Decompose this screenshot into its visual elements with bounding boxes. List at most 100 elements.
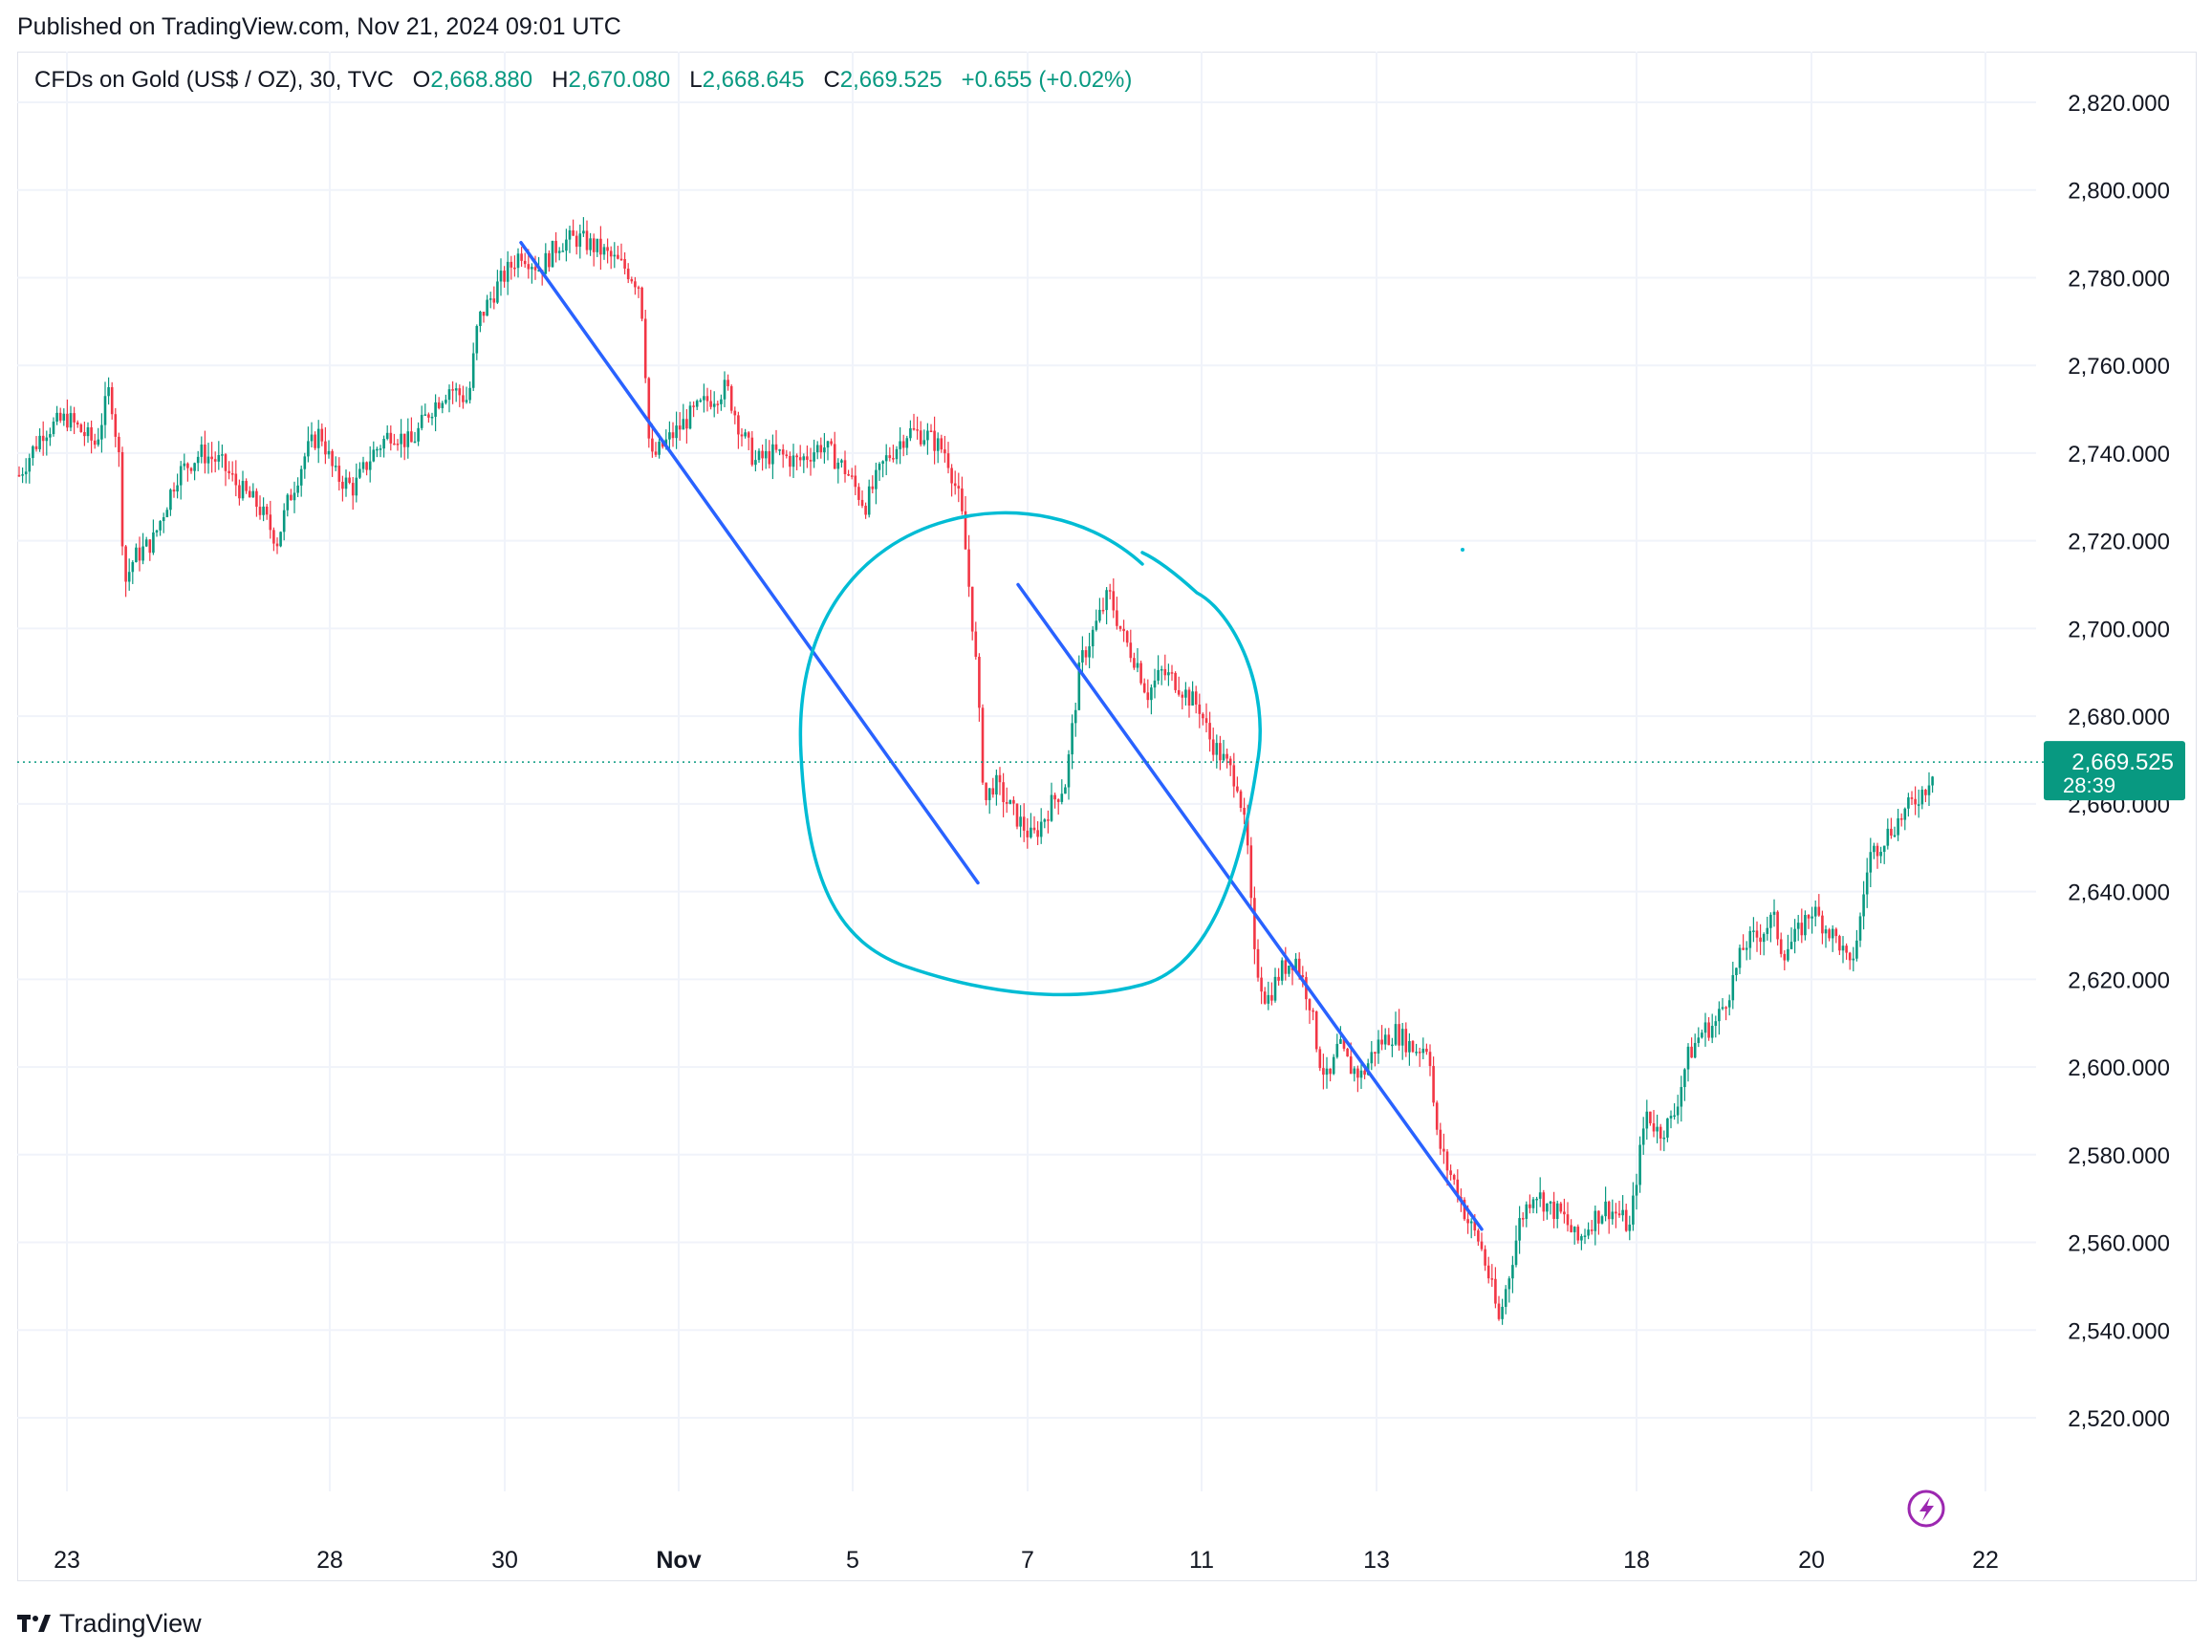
candle-body	[1374, 1052, 1377, 1054]
candle-body	[720, 399, 723, 404]
candle-body	[1769, 914, 1772, 928]
candle-body	[1703, 1022, 1707, 1033]
candle-body	[1645, 1111, 1649, 1129]
candle-body	[1411, 1040, 1415, 1053]
candle-body	[179, 466, 183, 486]
candle-body	[953, 483, 957, 487]
candle-body	[79, 424, 83, 432]
candle-body	[1339, 1038, 1342, 1044]
candle-body	[1377, 1039, 1380, 1054]
candle-body	[1163, 668, 1167, 676]
candle-body	[1594, 1210, 1597, 1231]
lightning-icon[interactable]	[1907, 1489, 1945, 1528]
candle-body	[936, 438, 940, 451]
candle-body	[290, 494, 293, 501]
candle-body	[358, 468, 361, 478]
candle-body	[1142, 683, 1146, 693]
candle-body	[437, 402, 441, 408]
candle-body	[771, 444, 774, 465]
candle-body	[38, 435, 41, 449]
candle-body	[66, 413, 69, 428]
candle-body	[1869, 852, 1873, 873]
candle-body	[1325, 1068, 1329, 1076]
candle-body	[159, 521, 162, 531]
candle-body	[406, 431, 410, 447]
candle-body	[1088, 646, 1091, 658]
candle-body	[451, 389, 454, 391]
candle-body	[1745, 947, 1748, 950]
candle-body	[186, 463, 189, 468]
candle-body	[1701, 1032, 1703, 1038]
price-tick-label: 2,800.000	[2068, 179, 2170, 205]
candle-body	[110, 387, 114, 415]
candle-body	[1095, 620, 1098, 630]
candle-body	[995, 774, 998, 795]
candle-body	[1469, 1221, 1473, 1224]
last-price-badge-bg[interactable]	[2044, 741, 2185, 801]
candle-body	[912, 427, 916, 430]
candle-body	[210, 456, 213, 460]
candle-body	[486, 299, 488, 316]
candle-body	[1442, 1148, 1445, 1152]
candle-body	[1473, 1221, 1477, 1231]
candle-body	[1415, 1052, 1418, 1054]
time-tick-label: 5	[846, 1547, 859, 1574]
candle-body	[1043, 819, 1047, 822]
candle-body	[1125, 631, 1129, 643]
candle-body	[475, 326, 479, 354]
candle-body	[258, 507, 262, 515]
candle-body	[1329, 1068, 1332, 1075]
trendline[interactable]	[519, 241, 980, 885]
candle-body	[1821, 915, 1824, 934]
candle-body	[458, 388, 462, 396]
candle-body	[578, 233, 582, 248]
price-tick-label: 2,720.000	[2068, 530, 2170, 555]
candle-body	[1008, 799, 1012, 804]
candle-body	[1662, 1137, 1666, 1140]
time-tick-label: 23	[54, 1547, 80, 1574]
candle-body	[45, 437, 49, 442]
candle-body	[589, 238, 592, 250]
candle-body	[1249, 845, 1253, 899]
price-tick-label: 2,620.000	[2068, 967, 2170, 993]
candle-body	[206, 456, 210, 464]
candle-body	[1776, 911, 1779, 940]
price-tick-label: 2,540.000	[2068, 1318, 2170, 1344]
candle-body	[1907, 797, 1910, 809]
trendline[interactable]	[1016, 582, 1484, 1231]
time-tick-label: 30	[491, 1547, 518, 1574]
candle-body	[90, 426, 93, 441]
candle-body	[974, 631, 978, 657]
candle-body	[1865, 872, 1869, 895]
candle-body	[1789, 942, 1793, 949]
candle-body	[836, 462, 840, 469]
candle-body	[1879, 851, 1882, 857]
candle-body	[513, 267, 516, 270]
candle-body	[1071, 723, 1073, 755]
candle-body	[613, 254, 617, 257]
candle-body	[1621, 1209, 1624, 1216]
candle-body	[1759, 937, 1762, 943]
candle-body	[596, 238, 599, 252]
candle-body	[1811, 916, 1813, 919]
candle-body	[840, 460, 843, 463]
time-tick-label: Nov	[656, 1547, 701, 1574]
candle-body	[24, 471, 28, 475]
candle-body	[479, 312, 482, 327]
candle-body	[1174, 672, 1177, 690]
candle-body	[1047, 819, 1050, 821]
candle-body	[1270, 994, 1273, 1001]
candle-body	[1525, 1204, 1529, 1219]
price-tick-label: 2,580.000	[2068, 1143, 2170, 1169]
candle-body	[1036, 830, 1039, 837]
candle-body	[331, 450, 334, 467]
highlight-circle[interactable]	[798, 511, 1262, 997]
candle-body	[572, 229, 575, 236]
candle-body	[705, 396, 709, 402]
candle-body	[1607, 1201, 1611, 1220]
candle-body	[506, 261, 510, 282]
candle-body	[991, 788, 995, 795]
candle-body	[1297, 958, 1301, 976]
candle-body	[510, 261, 513, 268]
